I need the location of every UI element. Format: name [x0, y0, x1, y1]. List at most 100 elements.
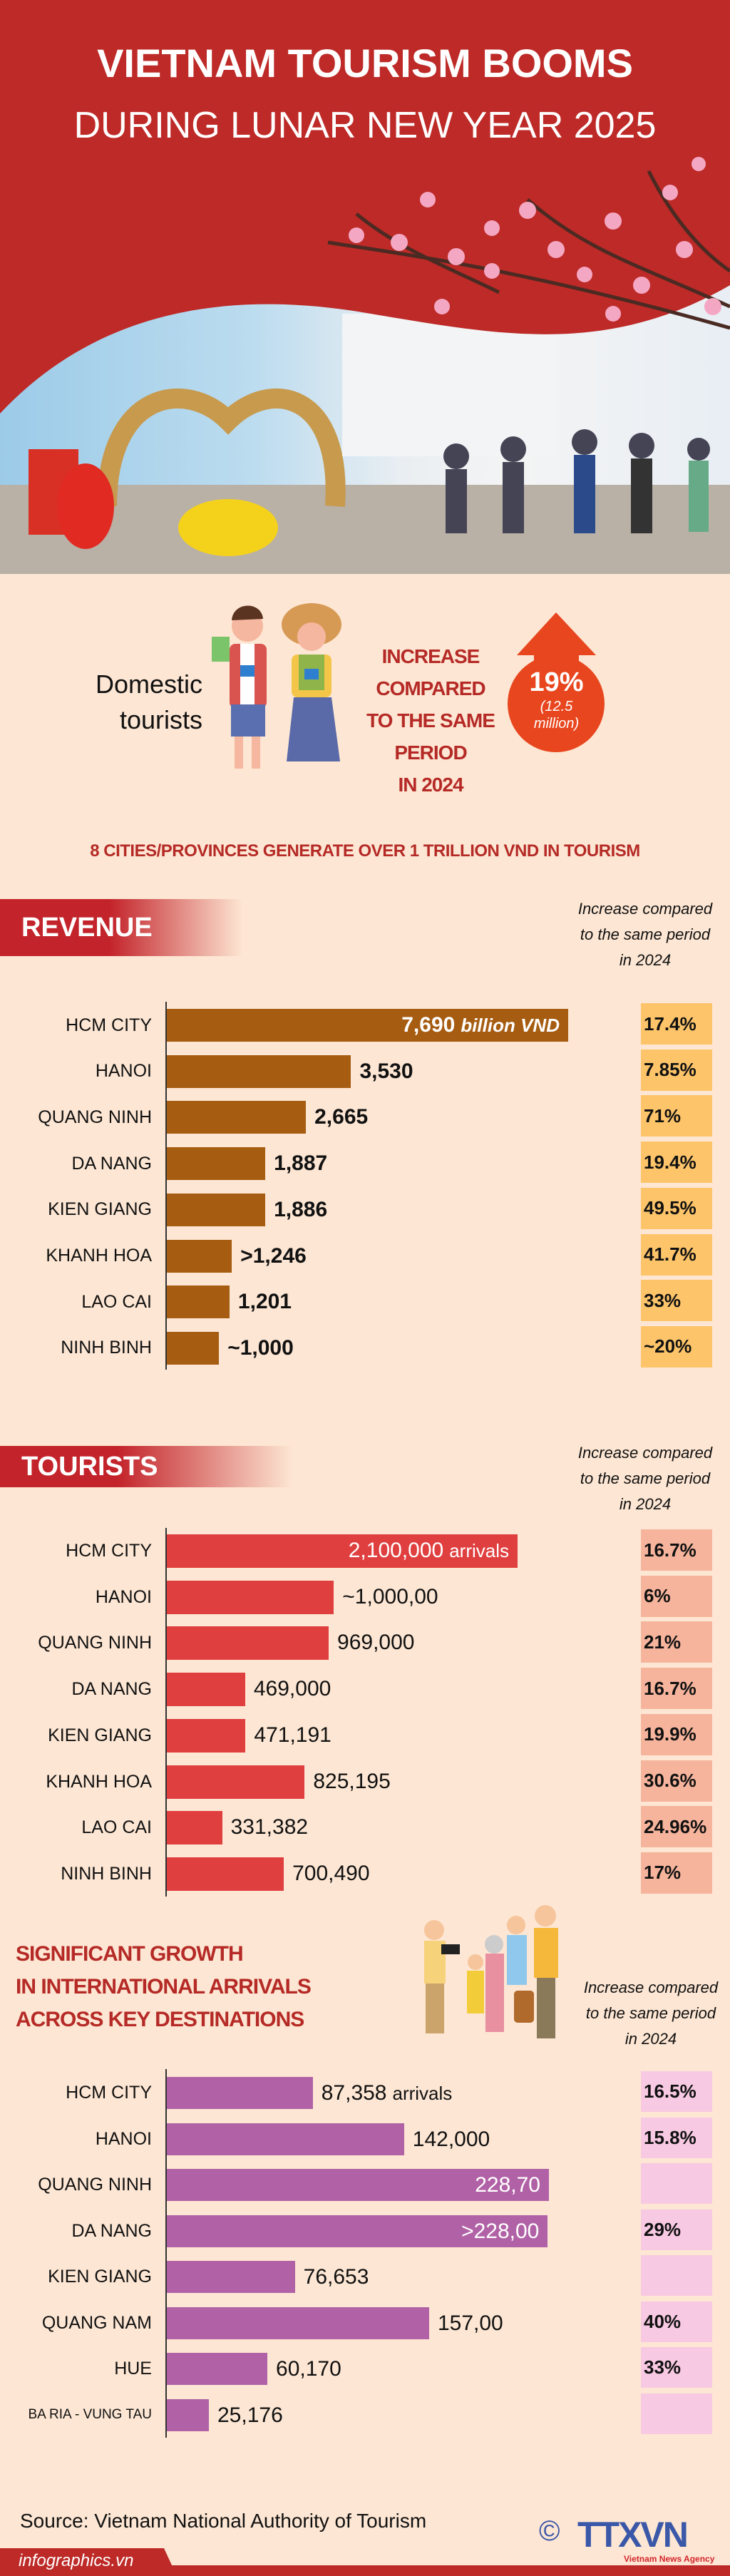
revenue-value-label: 1,886: [274, 1194, 327, 1226]
revenue-increase-box: 41.7%: [641, 1233, 712, 1276]
tourists-increase-box: 16.7%: [641, 1529, 712, 1571]
site-tab[interactable]: infographics.vn: [0, 2548, 177, 2576]
increase-compared-text: INCREASE COMPARED TO THE SAME PERIOD IN …: [361, 640, 500, 801]
revenue-category-text: NINH BINH: [61, 1338, 152, 1358]
revenue-category-label: HCM CITY: [0, 1009, 152, 1042]
tourists-bar: [167, 1857, 284, 1891]
tourists-increase-box: 17%: [641, 1852, 712, 1894]
tourists-value-label: 969,000: [337, 1626, 414, 1659]
intl-bar: [167, 2123, 404, 2155]
intl-increase-box: 15.8%: [641, 2117, 712, 2158]
intl-category-text: HCM CITY: [66, 2083, 152, 2103]
increase-line: PERIOD: [394, 742, 467, 764]
intl-value-label: 142,000: [413, 2123, 490, 2156]
intl-increase-box: [641, 2255, 712, 2296]
revenue-bar: [167, 1331, 220, 1365]
revenue-increase-box: 71%: [641, 1095, 712, 1137]
note-line: to the same period: [585, 2004, 716, 2022]
revenue-value-label: 1,201: [238, 1286, 292, 1318]
intl-category-label: QUANG NAM: [0, 2307, 152, 2339]
revenue-increase-text: ~20%: [644, 1335, 692, 1358]
intl-value-label: 157,00: [438, 2307, 503, 2340]
tourists-bar: [167, 1580, 334, 1614]
intl-value-text: 60,170: [276, 2357, 341, 2381]
international-title: SIGNIFICANT GROWTH IN INTERNATIONAL ARRI…: [16, 1938, 312, 2036]
revenue-category-text: KIEN GIANG: [48, 1199, 152, 1220]
tourists-value-text: 2,100,000: [348, 1539, 444, 1562]
revenue-value-label: 3,530: [359, 1055, 413, 1088]
intl-category-label: HANOI: [0, 2123, 152, 2155]
growth-badge: 19% (12.5 million): [508, 667, 605, 732]
tourists-category-label: LAO CAI: [0, 1811, 152, 1844]
tourists-increase-text: 16.7%: [644, 1539, 696, 1561]
intl-category-text: HANOI: [95, 2128, 152, 2149]
revenue-title: REVENUE: [21, 912, 153, 943]
intl-value-text: 25,176: [217, 2403, 283, 2427]
tourists-value-label: 825,195: [313, 1765, 390, 1798]
revenue-category-text: KHANH HOA: [46, 1246, 152, 1266]
increase-line: TO THE SAME: [366, 709, 495, 732]
growth-count-line1: (12.5: [540, 699, 573, 714]
cherry-blossom-icon: [327, 157, 730, 330]
growth-count-line2: million): [533, 716, 580, 732]
intl-bar: [167, 2261, 295, 2293]
tourists-value-text: 331,382: [230, 1815, 309, 1839]
revenue-increase-text: 41.7%: [644, 1243, 696, 1265]
tourists-increase-box: 16.7%: [641, 1668, 712, 1710]
revenue-increase-text: 33%: [644, 1289, 682, 1311]
growth-percent: 19%: [529, 667, 584, 697]
tourists-increase-box: 19.9%: [641, 1713, 712, 1755]
tourists-value-text: 825,195: [313, 1769, 391, 1793]
intl-bar: [167, 2169, 549, 2201]
tourists-couple-illustration: [212, 603, 341, 769]
intl-increase-text: 16.5%: [644, 2080, 696, 2102]
tourists-bar: [167, 1534, 518, 1568]
intl-bar: [167, 2215, 548, 2247]
revenue-axis-line: [165, 1002, 167, 1370]
tourists-category-label: HANOI: [0, 1581, 152, 1614]
tourists-category-label: QUANG NINH: [0, 1626, 152, 1660]
tourists-increase-box: 21%: [641, 1621, 712, 1663]
intl-category-label: KIEN GIANG: [0, 2261, 152, 2293]
revenue-category-label: DA NANG: [0, 1147, 152, 1180]
intl-category-label: BA RIA - VUNG TAU: [0, 2399, 152, 2431]
increase-line: COMPARED: [376, 677, 485, 699]
increase-line: IN 2024: [398, 774, 463, 796]
intl-value-label: 87,358 arrivals: [322, 2077, 453, 2110]
revenue-bar: [167, 1239, 232, 1273]
revenue-category-label: KIEN GIANG: [0, 1194, 152, 1226]
intl-bar: [167, 2077, 313, 2109]
intl-unit-text: arrivals: [392, 2083, 453, 2104]
tourists-value-text: 469,000: [253, 1677, 331, 1701]
revenue-increase-box: ~20%: [641, 1325, 712, 1367]
intl-bar: [167, 2353, 268, 2385]
intl-value-text: 76,653: [303, 2265, 369, 2289]
tourists-value-label: ~1,000,00: [342, 1581, 438, 1613]
domestic-label-line2: tourists: [119, 705, 202, 734]
tourists-category-text: HCM CITY: [66, 1541, 152, 1561]
revenue-value-label: 1,887: [274, 1147, 327, 1180]
revenue-increase-box: 19.4%: [641, 1141, 712, 1184]
intl-value-label: >228,00: [167, 2215, 539, 2248]
revenue-category-label: NINH BINH: [0, 1332, 152, 1365]
intl-category-text: QUANG NINH: [38, 2175, 152, 2195]
tourists-value-label: 471,191: [254, 1719, 331, 1752]
revenue-bar: [167, 1054, 351, 1088]
intl-increase-box: 16.5%: [641, 2071, 712, 2112]
site-link[interactable]: infographics.vn: [19, 2551, 134, 2570]
revenue-bar: [167, 1101, 307, 1134]
revenue-increase-text: 49.5%: [644, 1197, 696, 1219]
tourists-increase-text: 16.7%: [644, 1677, 696, 1699]
revenue-value-text: 2,665: [314, 1105, 369, 1129]
note-line: to the same period: [580, 1469, 711, 1487]
tourists-increase-text: 21%: [644, 1631, 682, 1653]
tourists-title: TOURISTS: [21, 1451, 158, 1482]
revenue-increase-text: 71%: [644, 1104, 682, 1127]
revenue-bar: [167, 1193, 266, 1226]
source-text: Source: Vietnam National Authority of To…: [20, 2510, 427, 2532]
revenue-bar: [167, 1286, 230, 1319]
intl-category-label: HCM CITY: [0, 2077, 152, 2109]
tourists-increase-text: 24.96%: [644, 1815, 707, 1837]
revenue-category-label: KHANH HOA: [0, 1240, 152, 1273]
revenue-category-label: LAO CAI: [0, 1286, 152, 1318]
